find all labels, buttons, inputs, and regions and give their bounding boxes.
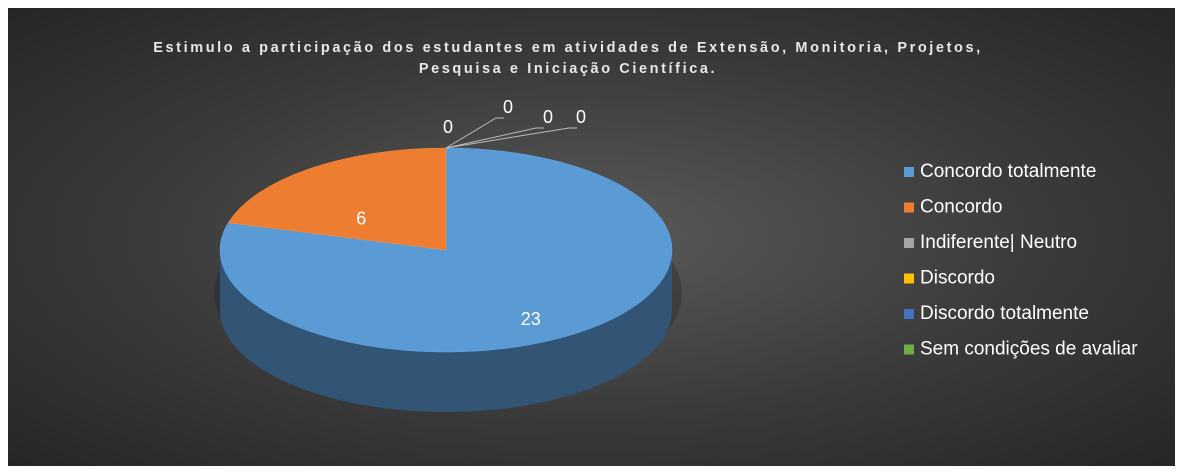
legend-label: Discordo totalmente — [920, 303, 1089, 324]
legend-label: Concordo totalmente — [920, 161, 1096, 182]
data-label: 0 — [576, 107, 586, 127]
leader-line — [445, 117, 504, 149]
legend-swatch — [904, 273, 914, 284]
chart: 23 6 0 0 0 0 Concordo totalmente Concordo Indife… — [214, 97, 1138, 412]
legend-swatch — [904, 167, 914, 177]
data-label: 0 — [443, 117, 453, 137]
legend-label: Discordo — [920, 268, 995, 289]
slice-side — [220, 250, 672, 412]
legend-swatch — [904, 344, 914, 355]
legend-label: Concordo — [920, 197, 1002, 218]
data-label: 0 — [503, 97, 513, 117]
slice — [227, 147, 447, 251]
data-label: 6 — [356, 208, 366, 228]
data-label: 23 — [521, 309, 541, 329]
leader-line — [445, 127, 577, 149]
chart-area: Estimulo a participação dos estudantes e… — [8, 8, 1175, 466]
leader-line — [445, 127, 544, 149]
data-label: 0 — [543, 107, 553, 127]
slice — [219, 147, 673, 353]
legend-swatch — [904, 202, 914, 213]
legend-swatch — [904, 238, 914, 248]
legend-swatch — [904, 309, 914, 319]
legend-label: Indiferente| Neutro — [920, 232, 1077, 253]
legend-label: Sem condições de avaliar — [920, 339, 1138, 360]
chart-title: Estimulo a participação dos estudantes e… — [153, 40, 983, 77]
